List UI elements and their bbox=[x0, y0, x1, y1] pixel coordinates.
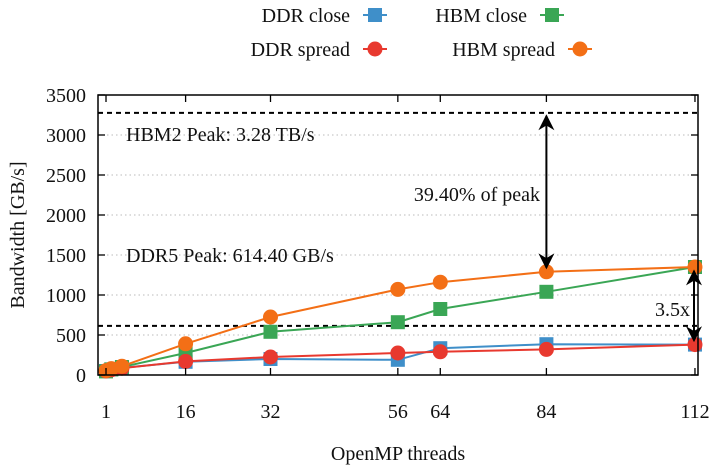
data-point bbox=[390, 281, 406, 297]
peak-label: DDR5 Peak: 614.40 GB/s bbox=[126, 245, 334, 267]
data-point bbox=[368, 8, 382, 22]
data-point bbox=[545, 8, 559, 22]
data-point bbox=[390, 315, 405, 330]
legend-label: DDR close bbox=[262, 5, 350, 27]
reference-lines: HBM2 Peak: 3.28 TB/s DDR5 Peak: 614.40 GB… bbox=[98, 111, 698, 327]
y-axis-label: Bandwidth [GB/s] bbox=[7, 161, 29, 308]
x-tick-label: 1 bbox=[101, 401, 111, 423]
data-point bbox=[114, 358, 130, 374]
data-point bbox=[178, 353, 194, 369]
x-tick-label: 56 bbox=[388, 401, 408, 423]
y-tick-label: 1000 bbox=[46, 285, 86, 307]
x-tick-label: 112 bbox=[680, 401, 709, 423]
x-tick-label: 64 bbox=[430, 401, 450, 423]
y-tick-label: 1500 bbox=[46, 245, 86, 267]
y-tick-label: 0 bbox=[76, 365, 86, 387]
grid bbox=[98, 134, 698, 336]
data-point bbox=[432, 274, 448, 290]
legend-item: HBM close bbox=[435, 5, 564, 27]
legend-item: DDR close bbox=[262, 5, 387, 27]
data-point bbox=[538, 341, 554, 357]
data-point bbox=[263, 324, 278, 339]
y-tick-label: 2500 bbox=[46, 165, 86, 187]
series-group bbox=[98, 259, 703, 379]
legend: DDR close HBM close DDR spread HBM spread bbox=[251, 5, 592, 61]
y-tick-label: 3000 bbox=[46, 125, 86, 147]
y-tick-label: 500 bbox=[56, 325, 86, 347]
legend-label: DDR spread bbox=[251, 39, 350, 61]
annotation-label: 3.5x bbox=[655, 299, 690, 321]
data-point bbox=[433, 302, 448, 316]
data-point bbox=[262, 349, 278, 365]
legend-item: DDR spread bbox=[251, 39, 387, 61]
x-tick-label: 32 bbox=[260, 401, 280, 423]
data-point bbox=[178, 336, 194, 352]
peak-label: HBM2 Peak: 3.28 TB/s bbox=[126, 124, 315, 146]
x-tick-label: 84 bbox=[536, 401, 556, 423]
data-point bbox=[390, 345, 406, 361]
x-axis-label: OpenMP threads bbox=[331, 443, 465, 465]
data-point bbox=[572, 41, 588, 57]
data-point bbox=[432, 344, 448, 360]
legend-label: HBM close bbox=[435, 5, 527, 27]
legend-item: HBM spread bbox=[452, 39, 592, 61]
data-point bbox=[367, 41, 383, 57]
x-tick-label: 16 bbox=[176, 401, 196, 423]
annotation-label: 39.40% of peak bbox=[414, 184, 540, 206]
y-tick-label: 2000 bbox=[46, 205, 86, 227]
annotations: 39.40% of peak 3.5x bbox=[414, 114, 702, 343]
data-point bbox=[539, 284, 554, 299]
y-tick-label: 3500 bbox=[46, 85, 86, 107]
legend-label: HBM spread bbox=[452, 39, 555, 61]
data-point bbox=[262, 309, 278, 325]
axes: 0 500 1000 1500 2000 2500 3000 3500 1 16 32 56 64 84 1… bbox=[46, 85, 710, 423]
